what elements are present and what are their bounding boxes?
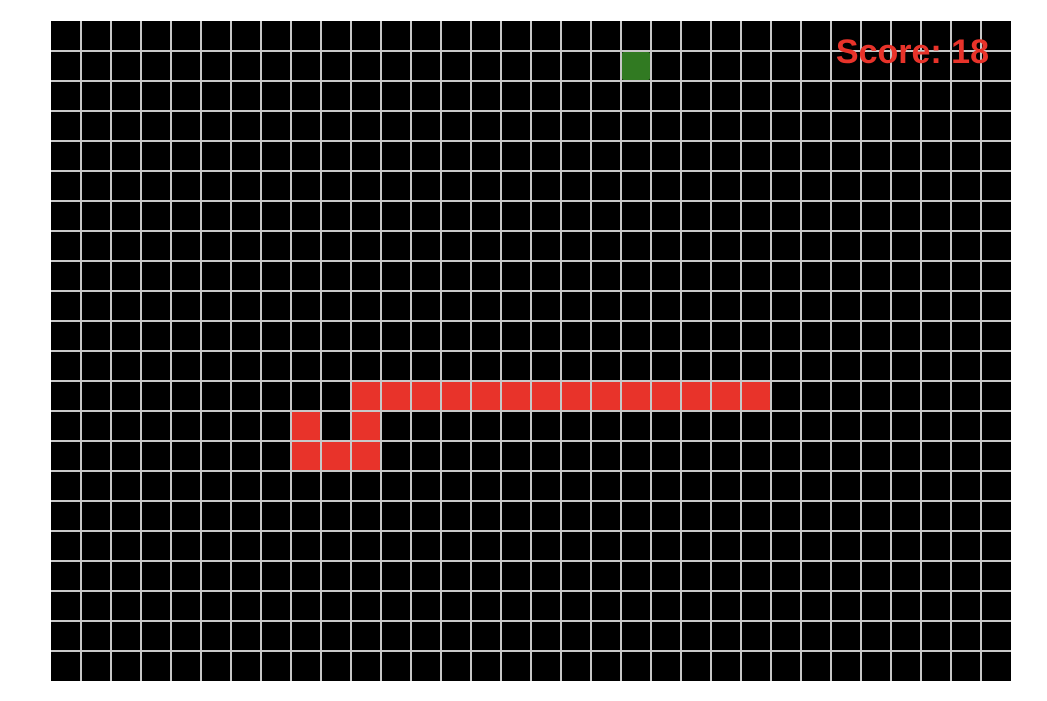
snake-segment — [681, 381, 711, 411]
snake-segment — [651, 381, 681, 411]
snake-head — [741, 381, 771, 411]
snake-segment — [351, 381, 381, 411]
game-grid — [51, 21, 1011, 681]
snake-segment — [441, 381, 471, 411]
snake-segment — [591, 381, 621, 411]
snake-segment — [321, 441, 351, 471]
snake-segment — [291, 441, 321, 471]
snake-segment — [561, 381, 591, 411]
snake-segment — [501, 381, 531, 411]
snake-segment — [291, 411, 321, 441]
score-label: Score: 18 — [835, 33, 989, 71]
snake-segment — [621, 381, 651, 411]
snake-segment — [351, 441, 381, 471]
snake-segment — [381, 381, 411, 411]
snake-segment — [471, 381, 501, 411]
snake-segment — [411, 381, 441, 411]
snake-segment — [711, 381, 741, 411]
game-board[interactable]: Score: 18 — [51, 21, 1011, 681]
snake-segment — [351, 411, 381, 441]
snake-segment — [531, 381, 561, 411]
food-item — [622, 52, 650, 80]
